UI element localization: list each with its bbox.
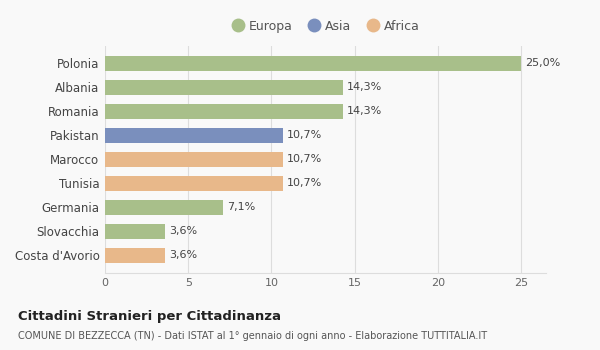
Text: 3,6%: 3,6%	[169, 250, 197, 260]
Text: 14,3%: 14,3%	[347, 106, 382, 116]
Bar	[105, 200, 223, 215]
Text: 3,6%: 3,6%	[169, 226, 197, 236]
Bar	[105, 248, 165, 262]
Text: 25,0%: 25,0%	[525, 58, 560, 68]
Bar	[105, 56, 521, 71]
Legend: Europa, Asia, Africa: Europa, Asia, Africa	[226, 15, 425, 38]
Bar	[105, 104, 343, 119]
Bar	[105, 80, 343, 95]
Text: 14,3%: 14,3%	[347, 82, 382, 92]
Text: Cittadini Stranieri per Cittadinanza: Cittadini Stranieri per Cittadinanza	[18, 310, 281, 323]
Bar	[105, 176, 283, 191]
Text: 10,7%: 10,7%	[287, 154, 322, 164]
Bar	[105, 128, 283, 143]
Bar	[105, 224, 165, 239]
Bar	[105, 152, 283, 167]
Text: 10,7%: 10,7%	[287, 178, 322, 188]
Text: 7,1%: 7,1%	[227, 202, 256, 212]
Text: 10,7%: 10,7%	[287, 130, 322, 140]
Text: COMUNE DI BEZZECCA (TN) - Dati ISTAT al 1° gennaio di ogni anno - Elaborazione T: COMUNE DI BEZZECCA (TN) - Dati ISTAT al …	[18, 331, 487, 341]
